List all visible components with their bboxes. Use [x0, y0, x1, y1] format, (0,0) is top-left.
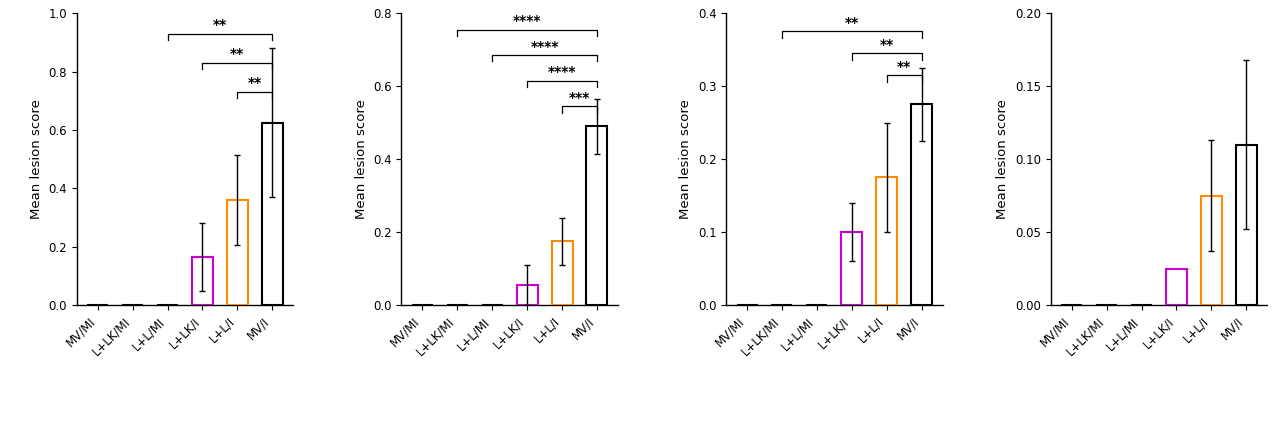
Text: **: **	[230, 47, 244, 61]
Text: **: **	[897, 60, 911, 74]
Text: **: **	[212, 18, 227, 32]
Bar	[1235, 145, 1257, 305]
Text: **: **	[879, 38, 893, 52]
Bar	[517, 285, 538, 305]
Bar	[552, 241, 572, 305]
Text: ***: ***	[568, 91, 590, 105]
Bar	[192, 257, 212, 305]
Text: ****: ****	[530, 40, 559, 54]
Bar	[841, 232, 863, 305]
Bar	[262, 123, 283, 305]
Y-axis label: Mean lesion score: Mean lesion score	[29, 99, 44, 219]
Bar	[1201, 196, 1222, 305]
Y-axis label: Mean lesion score: Mean lesion score	[997, 99, 1010, 219]
Text: **: **	[845, 16, 859, 30]
Bar	[877, 177, 897, 305]
Text: ****: ****	[548, 65, 576, 79]
Bar	[911, 104, 932, 305]
Y-axis label: Mean lesion score: Mean lesion score	[680, 99, 692, 219]
Y-axis label: Mean lesion score: Mean lesion score	[355, 99, 367, 219]
Text: ****: ****	[513, 14, 541, 28]
Bar	[227, 200, 248, 305]
Bar	[1166, 269, 1187, 305]
Text: **: **	[248, 76, 262, 91]
Bar	[586, 126, 608, 305]
